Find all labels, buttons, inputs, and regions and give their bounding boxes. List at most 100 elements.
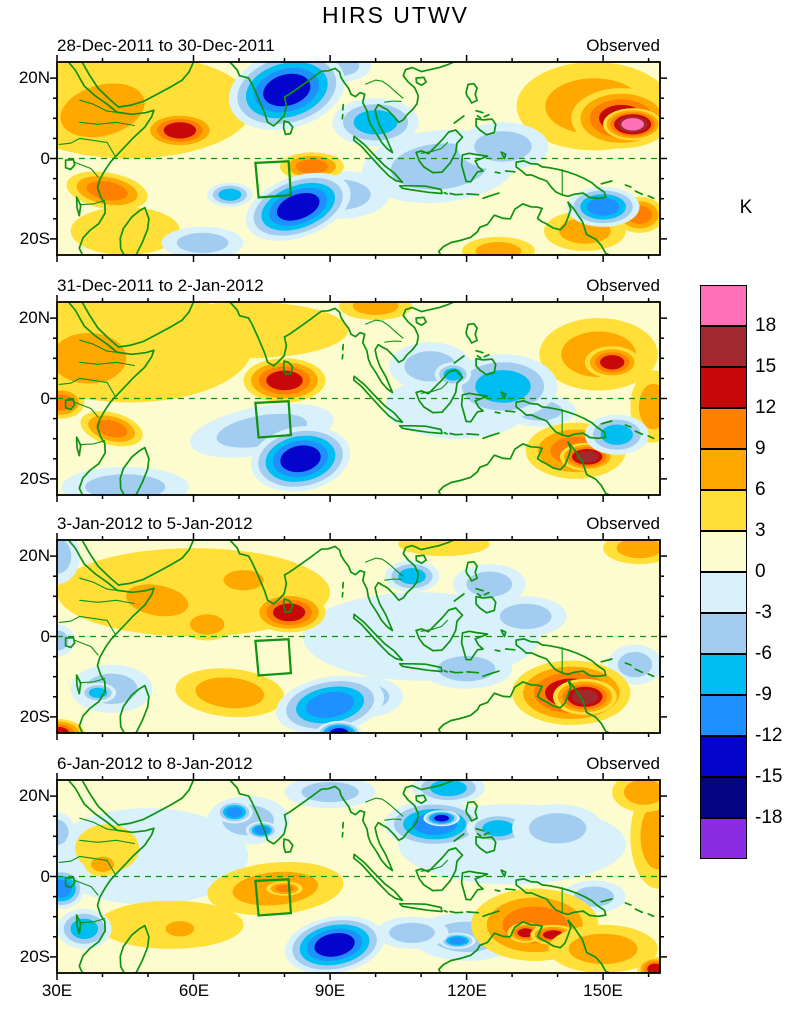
contour-blob xyxy=(398,568,426,585)
coastlines xyxy=(58,540,655,733)
coastline xyxy=(494,649,501,652)
coastline xyxy=(466,911,480,914)
coastline xyxy=(64,876,76,889)
y-axis-label: 0 xyxy=(40,149,50,168)
study-region-box xyxy=(254,400,293,439)
coastline xyxy=(443,191,448,195)
contour-blob xyxy=(353,110,398,135)
country-border xyxy=(79,839,135,845)
coastline xyxy=(81,302,195,348)
coastline xyxy=(352,375,404,424)
country-border xyxy=(79,599,135,605)
colorbar-tick-label: -18 xyxy=(755,807,783,828)
coastline xyxy=(64,158,76,171)
coastline xyxy=(350,540,456,632)
coastline xyxy=(494,171,501,174)
contour-blob xyxy=(329,728,349,733)
colorbar-tick-label: -6 xyxy=(755,643,772,664)
x-axis-label: 120E xyxy=(447,981,487,1000)
contour-blob xyxy=(398,540,490,557)
contour-blob xyxy=(475,370,531,403)
map-panel-3 xyxy=(50,533,667,740)
coastline xyxy=(500,869,507,878)
country-border xyxy=(106,859,116,885)
panel-4-date-range: 6-Jan-2012 to 8-Jan-2012 xyxy=(57,754,253,773)
colorbar-tick-label: 9 xyxy=(755,438,766,459)
panel-3-date-range: 3-Jan-2012 to 5-Jan-2012 xyxy=(57,514,253,533)
coastline xyxy=(449,670,464,674)
contour-blob xyxy=(430,780,467,797)
coastline xyxy=(229,540,352,605)
coastline xyxy=(78,349,155,495)
contour-blob xyxy=(586,197,620,216)
country-border xyxy=(365,797,404,817)
coastline xyxy=(350,62,456,154)
coastline xyxy=(647,913,655,918)
coastline xyxy=(78,587,155,733)
coastline xyxy=(634,190,644,196)
coastline xyxy=(437,919,572,973)
y-axis-label: 20N xyxy=(18,786,50,805)
map-panel-1 xyxy=(50,55,667,262)
country-border xyxy=(79,99,118,113)
study-region-box xyxy=(254,160,293,199)
country-border xyxy=(106,619,116,645)
colorbar-tick-label: 0 xyxy=(755,561,766,582)
panel-2-header: 31-Dec-2011 to 2-Jan-2012 Observed xyxy=(57,276,660,296)
coastline xyxy=(494,411,501,414)
coastline xyxy=(500,391,507,400)
coastline xyxy=(75,196,82,217)
coastline xyxy=(476,115,482,119)
coastline xyxy=(482,670,500,678)
coastline xyxy=(475,117,497,136)
coastline xyxy=(443,669,448,673)
coastline xyxy=(398,662,443,673)
coastline xyxy=(475,349,484,354)
coastline xyxy=(483,831,490,836)
country-border xyxy=(384,340,402,343)
colorbar-cell xyxy=(700,326,747,367)
country-border xyxy=(420,381,449,394)
coastline xyxy=(567,201,611,255)
country-border xyxy=(384,578,402,581)
contour-blob xyxy=(352,302,399,315)
coastline xyxy=(119,684,150,733)
coastline xyxy=(443,909,448,913)
coastline xyxy=(460,630,489,661)
colorbar-tick-label: -12 xyxy=(755,725,783,746)
coastline xyxy=(64,636,76,649)
coastline xyxy=(449,192,464,196)
contour-blob xyxy=(280,445,321,473)
colorbar-cell xyxy=(700,695,747,736)
colorbar-cell xyxy=(700,531,747,572)
coastline xyxy=(443,431,448,435)
coastline xyxy=(415,607,464,652)
coastline xyxy=(341,821,345,829)
contour-blob xyxy=(499,603,552,630)
coastline xyxy=(398,184,443,195)
colorbar-cell xyxy=(700,572,747,613)
coastline xyxy=(483,353,490,358)
coastline xyxy=(476,593,482,597)
country-border xyxy=(106,141,116,167)
map-content xyxy=(57,540,660,733)
coastline xyxy=(78,827,155,973)
contour-blob xyxy=(148,302,349,359)
coastline xyxy=(352,135,404,184)
study-region-box xyxy=(254,878,293,917)
panel-1-header: 28-Dec-2011 to 30-Dec-2011 Observed xyxy=(57,36,660,56)
coastline xyxy=(567,919,611,973)
colorbar-tick-label: 15 xyxy=(755,356,777,377)
contour-blob xyxy=(276,192,320,221)
coastline xyxy=(341,113,344,120)
coastline xyxy=(119,924,150,973)
coastline xyxy=(624,902,632,906)
contour-blob xyxy=(70,206,180,255)
coastline xyxy=(75,674,82,695)
coastline xyxy=(482,192,500,200)
contour-blob xyxy=(314,933,355,957)
contour-blob xyxy=(600,424,633,445)
coastline xyxy=(634,668,644,674)
coastlines xyxy=(58,302,655,495)
colorbar-tick-label: 3 xyxy=(755,520,766,541)
